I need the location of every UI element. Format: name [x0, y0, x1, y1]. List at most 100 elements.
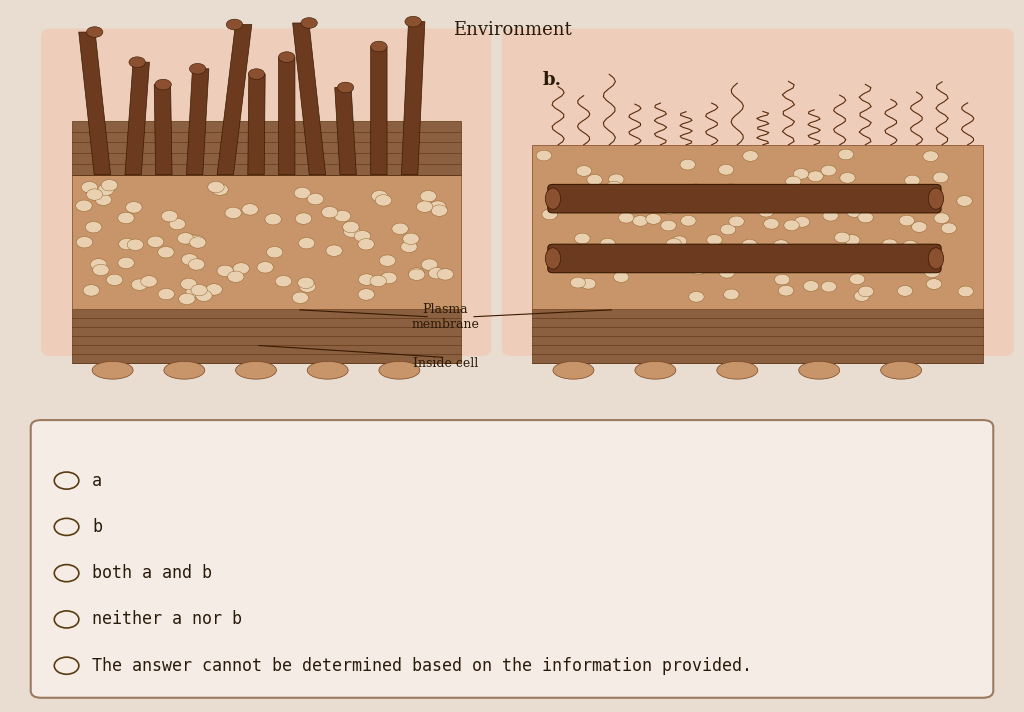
- Ellipse shape: [155, 79, 171, 90]
- Circle shape: [101, 179, 118, 191]
- Circle shape: [719, 268, 734, 278]
- Circle shape: [298, 238, 314, 249]
- Circle shape: [158, 288, 174, 300]
- Circle shape: [724, 289, 739, 300]
- Ellipse shape: [236, 362, 276, 379]
- Circle shape: [688, 184, 703, 194]
- Circle shape: [409, 269, 425, 281]
- Circle shape: [307, 194, 324, 205]
- Ellipse shape: [307, 362, 348, 379]
- Circle shape: [794, 169, 809, 179]
- Circle shape: [189, 237, 206, 248]
- Circle shape: [575, 253, 591, 264]
- Circle shape: [370, 276, 386, 287]
- Ellipse shape: [371, 41, 387, 52]
- Circle shape: [358, 274, 375, 286]
- Circle shape: [672, 245, 687, 256]
- Circle shape: [180, 278, 197, 290]
- Circle shape: [292, 292, 308, 303]
- Circle shape: [707, 234, 722, 245]
- Circle shape: [785, 176, 801, 187]
- Circle shape: [119, 239, 135, 250]
- Circle shape: [759, 206, 774, 217]
- Ellipse shape: [189, 63, 206, 74]
- FancyBboxPatch shape: [548, 184, 941, 213]
- Circle shape: [225, 207, 242, 219]
- Polygon shape: [401, 21, 425, 174]
- Circle shape: [715, 196, 730, 206]
- Circle shape: [639, 246, 654, 257]
- Circle shape: [719, 164, 734, 175]
- Circle shape: [421, 259, 437, 271]
- Ellipse shape: [86, 27, 102, 38]
- Circle shape: [81, 182, 97, 193]
- Circle shape: [140, 276, 157, 287]
- Circle shape: [778, 286, 794, 296]
- Circle shape: [956, 196, 972, 206]
- FancyBboxPatch shape: [72, 121, 461, 174]
- Circle shape: [835, 255, 850, 266]
- Circle shape: [177, 233, 194, 244]
- Circle shape: [343, 221, 359, 233]
- Circle shape: [847, 206, 862, 217]
- Circle shape: [162, 211, 178, 222]
- Circle shape: [344, 226, 360, 237]
- Circle shape: [417, 201, 433, 212]
- Circle shape: [907, 261, 923, 271]
- Polygon shape: [371, 46, 387, 174]
- Circle shape: [217, 265, 233, 276]
- Circle shape: [118, 212, 134, 224]
- Ellipse shape: [635, 362, 676, 379]
- Ellipse shape: [929, 248, 944, 269]
- FancyBboxPatch shape: [72, 174, 461, 309]
- Ellipse shape: [881, 362, 922, 379]
- Circle shape: [845, 235, 860, 246]
- Circle shape: [741, 239, 757, 250]
- Ellipse shape: [92, 362, 133, 379]
- Polygon shape: [186, 69, 209, 174]
- Circle shape: [188, 236, 205, 247]
- Circle shape: [660, 220, 676, 231]
- Ellipse shape: [379, 362, 420, 379]
- FancyBboxPatch shape: [31, 420, 993, 698]
- Circle shape: [179, 293, 196, 305]
- Circle shape: [606, 181, 622, 192]
- Circle shape: [169, 219, 185, 230]
- FancyBboxPatch shape: [532, 309, 983, 363]
- Circle shape: [186, 235, 203, 246]
- Circle shape: [823, 210, 839, 221]
- Circle shape: [601, 194, 616, 204]
- Circle shape: [791, 194, 806, 205]
- Circle shape: [358, 289, 375, 300]
- Circle shape: [574, 233, 590, 244]
- Polygon shape: [125, 62, 150, 174]
- Circle shape: [681, 216, 696, 226]
- Circle shape: [904, 175, 920, 186]
- Circle shape: [420, 191, 436, 202]
- Circle shape: [662, 204, 677, 214]
- Circle shape: [131, 279, 147, 290]
- Circle shape: [186, 286, 203, 298]
- Circle shape: [795, 216, 810, 227]
- Circle shape: [805, 190, 820, 201]
- Circle shape: [375, 194, 391, 206]
- Circle shape: [667, 239, 682, 249]
- Circle shape: [409, 268, 425, 279]
- Circle shape: [600, 239, 615, 249]
- Circle shape: [581, 278, 596, 289]
- Polygon shape: [155, 85, 172, 174]
- Text: b: b: [92, 518, 102, 536]
- Circle shape: [923, 151, 938, 162]
- Circle shape: [724, 184, 739, 194]
- Text: Inside cell: Inside cell: [413, 357, 478, 370]
- Circle shape: [118, 257, 134, 268]
- Circle shape: [85, 221, 101, 233]
- Polygon shape: [335, 88, 356, 174]
- Circle shape: [764, 219, 779, 229]
- Circle shape: [672, 194, 687, 205]
- Circle shape: [756, 199, 771, 209]
- Circle shape: [683, 189, 698, 199]
- Circle shape: [804, 281, 819, 291]
- Circle shape: [911, 221, 927, 232]
- Circle shape: [196, 290, 212, 301]
